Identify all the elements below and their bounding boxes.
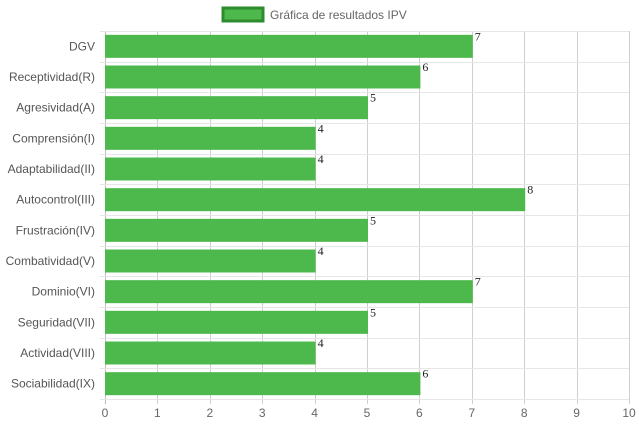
x-tick-label: 5 [364,406,371,420]
bar-series [105,34,526,396]
category-label: Sociabilidad(IX) [11,377,95,391]
category-label: Receptividad(R) [9,70,95,84]
bar[interactable] [105,249,316,273]
chart-grid [100,31,630,404]
data-label: 5 [370,305,376,319]
data-label: 4 [318,336,324,350]
value-axis: 0 1 2 3 4 5 6 7 8 9 10 [102,406,636,420]
category-label: Comprensión(I) [12,131,95,145]
x-tick-label: 1 [154,406,161,420]
category-axis: DGV Receptividad(R) Agresividad(A) Comprens… [6,39,95,390]
bar[interactable] [105,157,316,181]
data-label: 5 [370,213,376,227]
x-tick-label: 7 [468,406,475,420]
legend-label: Gráfica de resultados IPV [270,8,407,22]
x-tick-label: 4 [311,406,318,420]
category-label: Seguridad(VII) [18,315,95,329]
category-label: DGV [69,39,95,53]
data-label: 4 [318,121,324,135]
bar[interactable] [105,65,421,89]
x-tick-label: 6 [416,406,423,420]
category-label: Actividad(VIII) [20,346,95,360]
bar[interactable] [105,96,368,120]
data-label: 8 [527,183,533,197]
bar[interactable] [105,372,421,396]
category-label: Agresividad(A) [16,101,95,115]
x-tick-label: 2 [206,406,213,420]
x-tick-label: 0 [102,406,109,420]
bar[interactable] [105,280,473,304]
bar[interactable] [105,126,316,150]
data-label: 7 [475,275,481,289]
x-tick-label: 8 [521,406,528,420]
bar[interactable] [105,218,368,242]
bar[interactable] [105,34,473,58]
category-label: Combatividad(V) [6,254,95,268]
category-label: Dominio(VI) [32,285,95,299]
category-label: Frustración(IV) [16,223,95,237]
data-label: 4 [318,244,324,258]
data-label: 4 [318,152,324,166]
data-label: 6 [422,367,428,381]
chart-legend[interactable]: Gráfica de resultados IPV [221,6,407,23]
bar[interactable] [105,341,316,365]
legend-swatch [221,6,265,23]
data-label: 6 [422,60,428,74]
category-label: Adaptabilidad(II) [8,162,95,176]
bar[interactable] [105,188,526,212]
x-tick-label: 9 [573,406,580,420]
data-label: 7 [475,29,481,43]
data-labels: 7 6 5 4 4 8 5 4 7 5 4 6 [318,29,534,380]
bar[interactable] [105,310,368,334]
x-tick-label: 10 [622,406,636,420]
data-label: 5 [370,91,376,105]
category-label: Autocontrol(III) [16,193,95,207]
x-tick-label: 3 [259,406,266,420]
